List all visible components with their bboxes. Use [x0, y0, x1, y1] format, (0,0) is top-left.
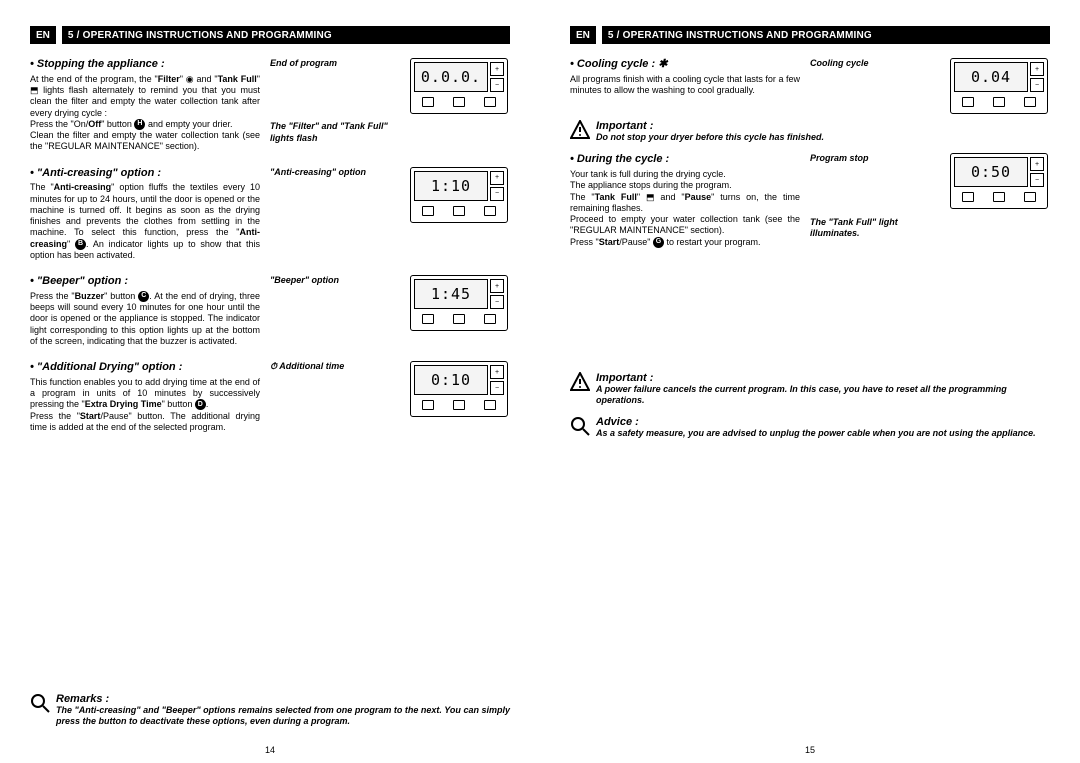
lcd-panel: 0.04+−: [950, 58, 1048, 114]
button-b-icon: B: [75, 239, 86, 250]
during-title: • During the cycle :: [570, 153, 800, 167]
additional-title: • "Additional Drying" option :: [30, 361, 260, 375]
lcd-readout: 1:45: [414, 279, 488, 309]
stopping-display: 0.0.0.+−: [410, 58, 510, 153]
header-title: 5 / OPERATING INSTRUCTIONS AND PROGRAMMI…: [602, 30, 872, 41]
anticrease-text: • "Anti-creasing" option : The "Anti-cre…: [30, 167, 260, 262]
during-caption: Program stop The "Tank Full" light illum…: [810, 153, 940, 248]
page-number-left: 14: [265, 745, 275, 755]
important2-title: Important :: [596, 372, 653, 384]
important1-row: Important : Do not stop your dryer befor…: [570, 120, 1050, 143]
lcd-panel: 1:10+−: [410, 167, 508, 223]
magnifier-icon: [570, 416, 590, 436]
lcd-panel: 0:50+−: [950, 153, 1048, 209]
lcd-panel: 1:45+−: [410, 275, 508, 331]
warning-icon: [570, 372, 590, 392]
beeper-caption: "Beeper" option: [270, 275, 400, 347]
section-cooling: • Cooling cycle : ✱ All programs finish …: [570, 58, 1050, 114]
during-display: 0:50+−: [950, 153, 1050, 248]
remarks-row: Remarks : The "Anti-creasing" and "Beepe…: [30, 693, 510, 728]
beeper-display: 1:45+−: [410, 275, 510, 347]
section-additional: • "Additional Drying" option : This func…: [30, 361, 510, 433]
cooling-caption: Cooling cycle: [810, 58, 940, 114]
cooling-title: • Cooling cycle : ✱: [570, 58, 800, 72]
cooling-display: 0.04+−: [950, 58, 1050, 114]
section-stopping: • Stopping the appliance : At the end of…: [30, 58, 510, 153]
anticrease-title: • "Anti-creasing" option :: [30, 167, 260, 181]
beeper-title: • "Beeper" option :: [30, 275, 260, 289]
header-bar-right: EN 5 / OPERATING INSTRUCTIONS AND PROGRA…: [570, 26, 1050, 44]
anticrease-display: 1:10+−: [410, 167, 510, 262]
lcd-readout: 1:10: [414, 171, 488, 201]
cooling-text: • Cooling cycle : ✱ All programs finish …: [570, 58, 800, 114]
button-g-icon: G: [653, 237, 664, 248]
warning-icon: [570, 120, 590, 140]
page-left: EN 5 / OPERATING INSTRUCTIONS AND PROGRA…: [0, 0, 540, 763]
remarks-title: Remarks :: [56, 693, 510, 705]
tank-icon: ⬒: [30, 85, 39, 96]
clock-icon: ⏱: [270, 361, 277, 372]
section-during: • During the cycle : Your tank is full d…: [570, 153, 1050, 248]
lcd-readout: 0:50: [954, 157, 1028, 187]
important2-row: Important : A power failure cancels the …: [570, 372, 1050, 407]
additional-display: 0:10+−: [410, 361, 510, 433]
stopping-title: • Stopping the appliance :: [30, 58, 260, 72]
important2-text: A power failure cancels the current prog…: [596, 384, 1007, 405]
important1-title: Important :: [596, 120, 653, 132]
section-anticrease: • "Anti-creasing" option : The "Anti-cre…: [30, 167, 510, 262]
header-bar-left: EN 5 / OPERATING INSTRUCTIONS AND PROGRA…: [30, 26, 510, 44]
stopping-caption: End of program The "Filter" and "Tank Fu…: [270, 58, 400, 153]
beeper-text: • "Beeper" option : Press the "Buzzer" b…: [30, 275, 260, 347]
additional-caption: ⏱ Additional time: [270, 361, 400, 433]
lcd-readout: 0:10: [414, 365, 488, 395]
page-right: EN 5 / OPERATING INSTRUCTIONS AND PROGRA…: [540, 0, 1080, 763]
important1-text: Do not stop your dryer before this cycle…: [596, 132, 824, 142]
button-d-icon: D: [195, 399, 206, 410]
tank-icon: ⬒: [646, 192, 655, 203]
header-title: 5 / OPERATING INSTRUCTIONS AND PROGRAMMI…: [62, 30, 332, 41]
advice-title: Advice :: [596, 416, 639, 428]
lcd-readout: 0.0.0.: [414, 62, 488, 92]
lcd-panel: 0:10+−: [410, 361, 508, 417]
page-number-right: 15: [805, 745, 815, 755]
lcd-panel: 0.0.0.+−: [410, 58, 508, 114]
anticrease-caption: "Anti-creasing" option: [270, 167, 400, 262]
button-c-icon: C: [138, 291, 149, 302]
advice-text: As a safety measure, you are advised to …: [596, 428, 1036, 438]
lcd-readout: 0.04: [954, 62, 1028, 92]
filter-icon: ◉: [186, 74, 194, 85]
during-text: • During the cycle : Your tank is full d…: [570, 153, 800, 248]
section-beeper: • "Beeper" option : Press the "Buzzer" b…: [30, 275, 510, 347]
additional-text: • "Additional Drying" option : This func…: [30, 361, 260, 433]
advice-row: Advice : As a safety measure, you are ad…: [570, 416, 1050, 439]
magnifier-icon: [30, 693, 50, 713]
lang-box: EN: [30, 26, 62, 44]
lang-box: EN: [570, 26, 602, 44]
button-h-icon: H: [134, 119, 145, 130]
stopping-text: • Stopping the appliance : At the end of…: [30, 58, 260, 153]
remarks-text: The "Anti-creasing" and "Beeper" options…: [56, 705, 510, 728]
